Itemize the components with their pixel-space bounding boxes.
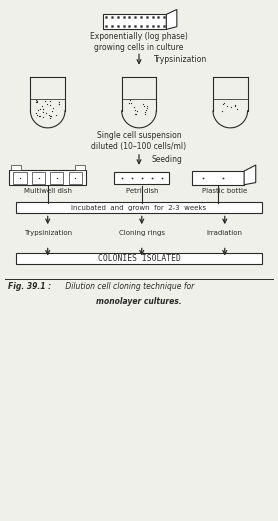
Text: Plastic bottle: Plastic bottle	[202, 188, 247, 194]
Bar	[69, 172, 82, 183]
Bar	[192, 171, 244, 185]
Bar	[9, 170, 86, 185]
Text: Irradiation: Irradiation	[207, 230, 243, 237]
Bar	[16, 202, 262, 214]
Text: Trypsinization: Trypsinization	[24, 230, 72, 237]
Text: Seeding: Seeding	[152, 155, 182, 164]
Bar	[103, 15, 166, 29]
Text: Single cell suspension
diluted (10–100 cells/ml): Single cell suspension diluted (10–100 c…	[91, 131, 187, 151]
Polygon shape	[166, 9, 177, 29]
Text: Multiwell dish: Multiwell dish	[24, 188, 72, 194]
Text: Dilution cell cloning technique for: Dilution cell cloning technique for	[63, 282, 194, 291]
Text: COLONIES ISOLATED: COLONIES ISOLATED	[98, 254, 180, 263]
Text: Incubated  and  grown  for  2-3  weeks: Incubated and grown for 2-3 weeks	[71, 205, 207, 210]
Text: Petri dish: Petri dish	[125, 188, 158, 194]
Bar	[13, 172, 27, 183]
Bar	[16, 253, 262, 264]
Bar	[50, 172, 63, 183]
Polygon shape	[244, 165, 256, 185]
Text: Exponentially (log phase)
growing cells in culture: Exponentially (log phase) growing cells …	[90, 32, 188, 52]
Bar	[114, 172, 169, 184]
Bar	[32, 172, 45, 183]
Text: Fig. 39.1 :: Fig. 39.1 :	[8, 282, 51, 291]
Text: Cloning rings: Cloning rings	[119, 230, 165, 237]
Bar	[11, 165, 21, 170]
Text: monolayer cultures.: monolayer cultures.	[96, 296, 182, 306]
Text: Trypsinization: Trypsinization	[154, 55, 207, 64]
Bar	[75, 165, 85, 170]
